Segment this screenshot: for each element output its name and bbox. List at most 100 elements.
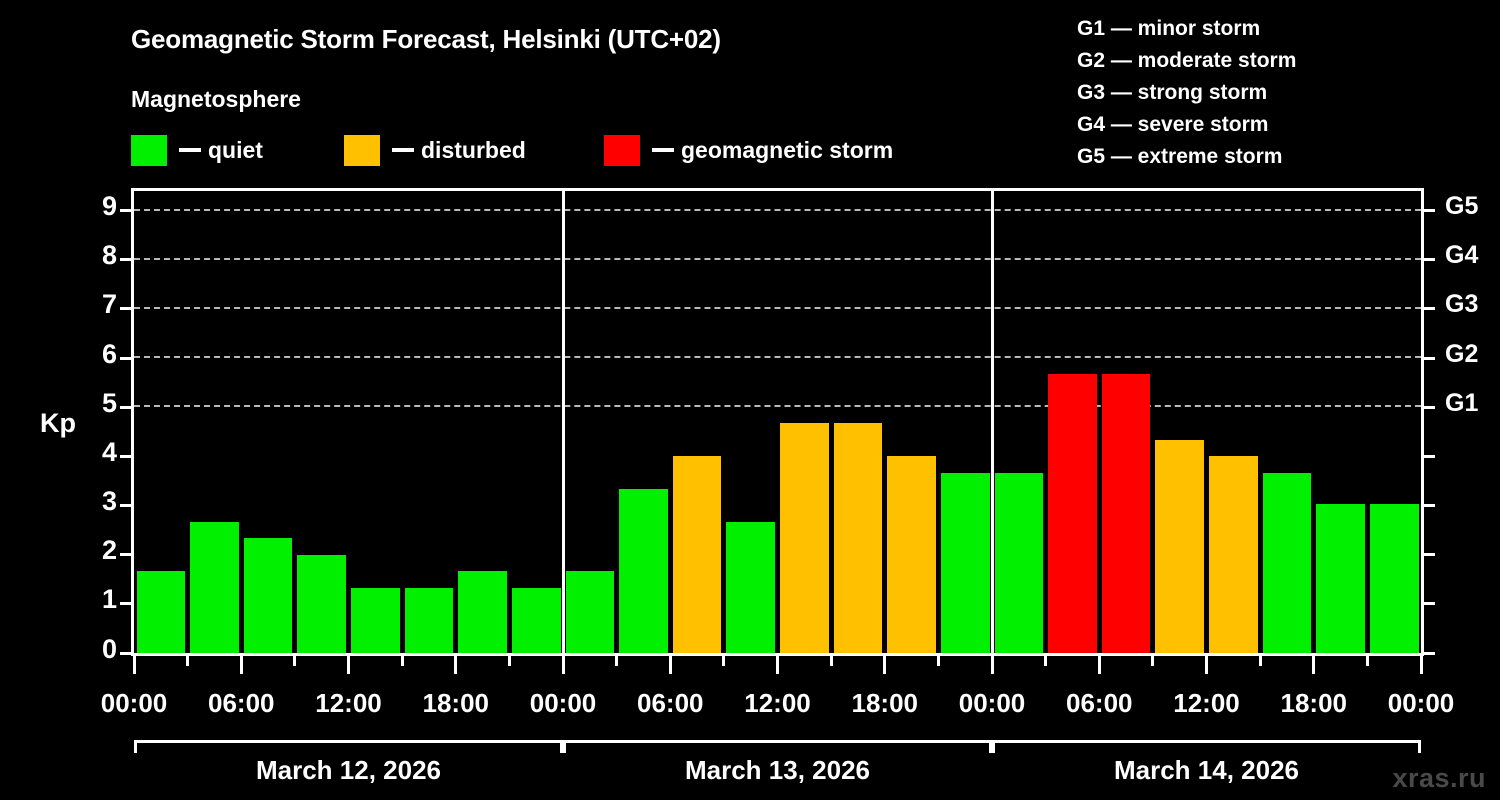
legend-dash-icon [179,148,201,152]
x-tick-11 [722,656,726,666]
right-tick-label-G3: G3 [1445,290,1479,319]
bar-day3-0900 [1155,440,1204,653]
legend-swatch-geomagnetic-storm [604,134,640,166]
right-tick-5 [1424,405,1435,409]
x-tick-18 [1097,656,1101,674]
g-scale-line-5: G5 — extreme storm [1077,145,1283,168]
x-tick-19 [1151,656,1155,666]
bar-day3-1500 [1262,472,1312,653]
bar-day3-0000 [994,472,1044,653]
y-tick-7 [120,307,131,311]
y-tick-0 [120,651,131,655]
gridline-kp-8 [134,257,1421,260]
bar-day2-1500 [833,423,883,653]
x-tick-label-6: 12:00 [744,688,811,718]
x-tick-2 [239,656,243,674]
x-tick-label-11: 18:00 [1280,688,1348,718]
bar-day1-2100 [511,587,561,653]
right-tick-6 [1424,356,1435,360]
x-tick-label-9: 06:00 [1066,688,1133,718]
y-tick-3 [120,504,131,508]
x-tick-0 [132,656,136,674]
bar-day1-0300 [190,521,239,653]
bar-day2-2100 [940,472,990,653]
x-tick-7 [507,656,511,666]
right-tick-0 [1424,651,1435,655]
gridline-kp-5 [134,405,1421,408]
x-tick-20 [1205,656,1208,674]
legend-swatch-quiet [131,134,167,166]
y-tick-6 [120,356,131,360]
watermark: xras.ru [1392,763,1486,793]
legend-swatch-disturbed [344,134,380,166]
x-tick-label-4: 00:00 [529,688,597,718]
right-tick-label-G4: G4 [1445,241,1479,270]
x-tick-label-0: 00:00 [100,688,168,718]
x-tick-8 [561,656,565,674]
bar-day1-1200 [351,587,400,653]
bar-day3-2100 [1369,504,1419,653]
g-scale-line-2: G2 — moderate storm [1077,49,1297,72]
y-tick-label-9: 9 [101,191,117,222]
y-tick-label-4: 4 [101,436,117,467]
y-axis-title: Kp [40,408,76,438]
y-tick-8 [120,258,131,262]
right-tick-label-G1: G1 [1445,388,1479,417]
bar-day2-0000 [565,570,615,653]
x-tick-label-10: 12:00 [1173,688,1240,718]
legend-item-quiet: quiet [131,134,263,166]
x-tick-15 [936,656,940,666]
page-title: Geomagnetic Storm Forecast, Helsinki (UT… [131,24,721,54]
right-tick-3 [1424,504,1435,508]
g-scale-legend: G1 — minor storm G2 — moderate storm G3 — … [1077,13,1296,173]
x-tick-5 [400,656,404,666]
x-tick-3 [293,656,297,666]
magnetosphere-label: Magnetosphere [131,86,301,112]
bar-day2-0600 [672,456,722,653]
x-tick-21 [1258,656,1262,666]
x-tick-label-12: 00:00 [1387,688,1455,718]
x-tick-13 [829,656,833,666]
day-separator-2 [990,191,994,653]
y-tick-2 [120,553,131,557]
x-tick-9 [615,656,619,666]
x-tick-22 [1312,656,1316,674]
g-scale-line-4: G4 — severe storm [1077,113,1269,136]
x-tick-23 [1365,656,1369,666]
right-tick-8 [1424,258,1435,262]
bar-day2-1200 [780,423,829,653]
legend-label-quiet: quiet [208,136,263,163]
bar-day3-1200 [1209,456,1258,653]
bar-day1-0000 [136,570,186,653]
legend-item-disturbed: disturbed [344,134,526,166]
legend-label-geomagnetic-storm: geomagnetic storm [681,136,894,163]
day-label-2: March 13, 2026 [684,755,870,785]
x-tick-16 [990,656,994,674]
y-tick-label-6: 6 [101,338,117,369]
right-tick-4 [1424,454,1435,458]
bar-day2-1800 [887,456,936,653]
bar-day2-0900 [726,521,775,653]
x-tick-17 [1044,656,1048,666]
x-tick-4 [347,656,350,674]
day-label-1: March 12, 2026 [255,755,441,785]
bar-day3-0300 [1048,374,1097,653]
right-tick-label-G5: G5 [1445,192,1479,221]
bar-day3-1800 [1316,504,1365,653]
y-tick-4 [120,454,131,458]
bar-day1-1800 [458,570,507,653]
x-tick-label-7: 18:00 [851,688,919,718]
y-tick-label-3: 3 [101,486,117,517]
y-tick-label-8: 8 [101,240,117,271]
y-tick-1 [120,602,131,606]
day-bracket-1 [134,740,563,753]
y-tick-label-5: 5 [101,387,117,418]
right-tick-label-G2: G2 [1445,339,1479,368]
legend-dash-icon [392,148,414,152]
x-tick-6 [454,656,458,674]
g-scale-line-3: G3 — strong storm [1077,81,1268,104]
x-tick-14 [883,656,887,674]
legend-label-disturbed: disturbed [421,136,526,163]
day-separator-1 [561,191,565,653]
